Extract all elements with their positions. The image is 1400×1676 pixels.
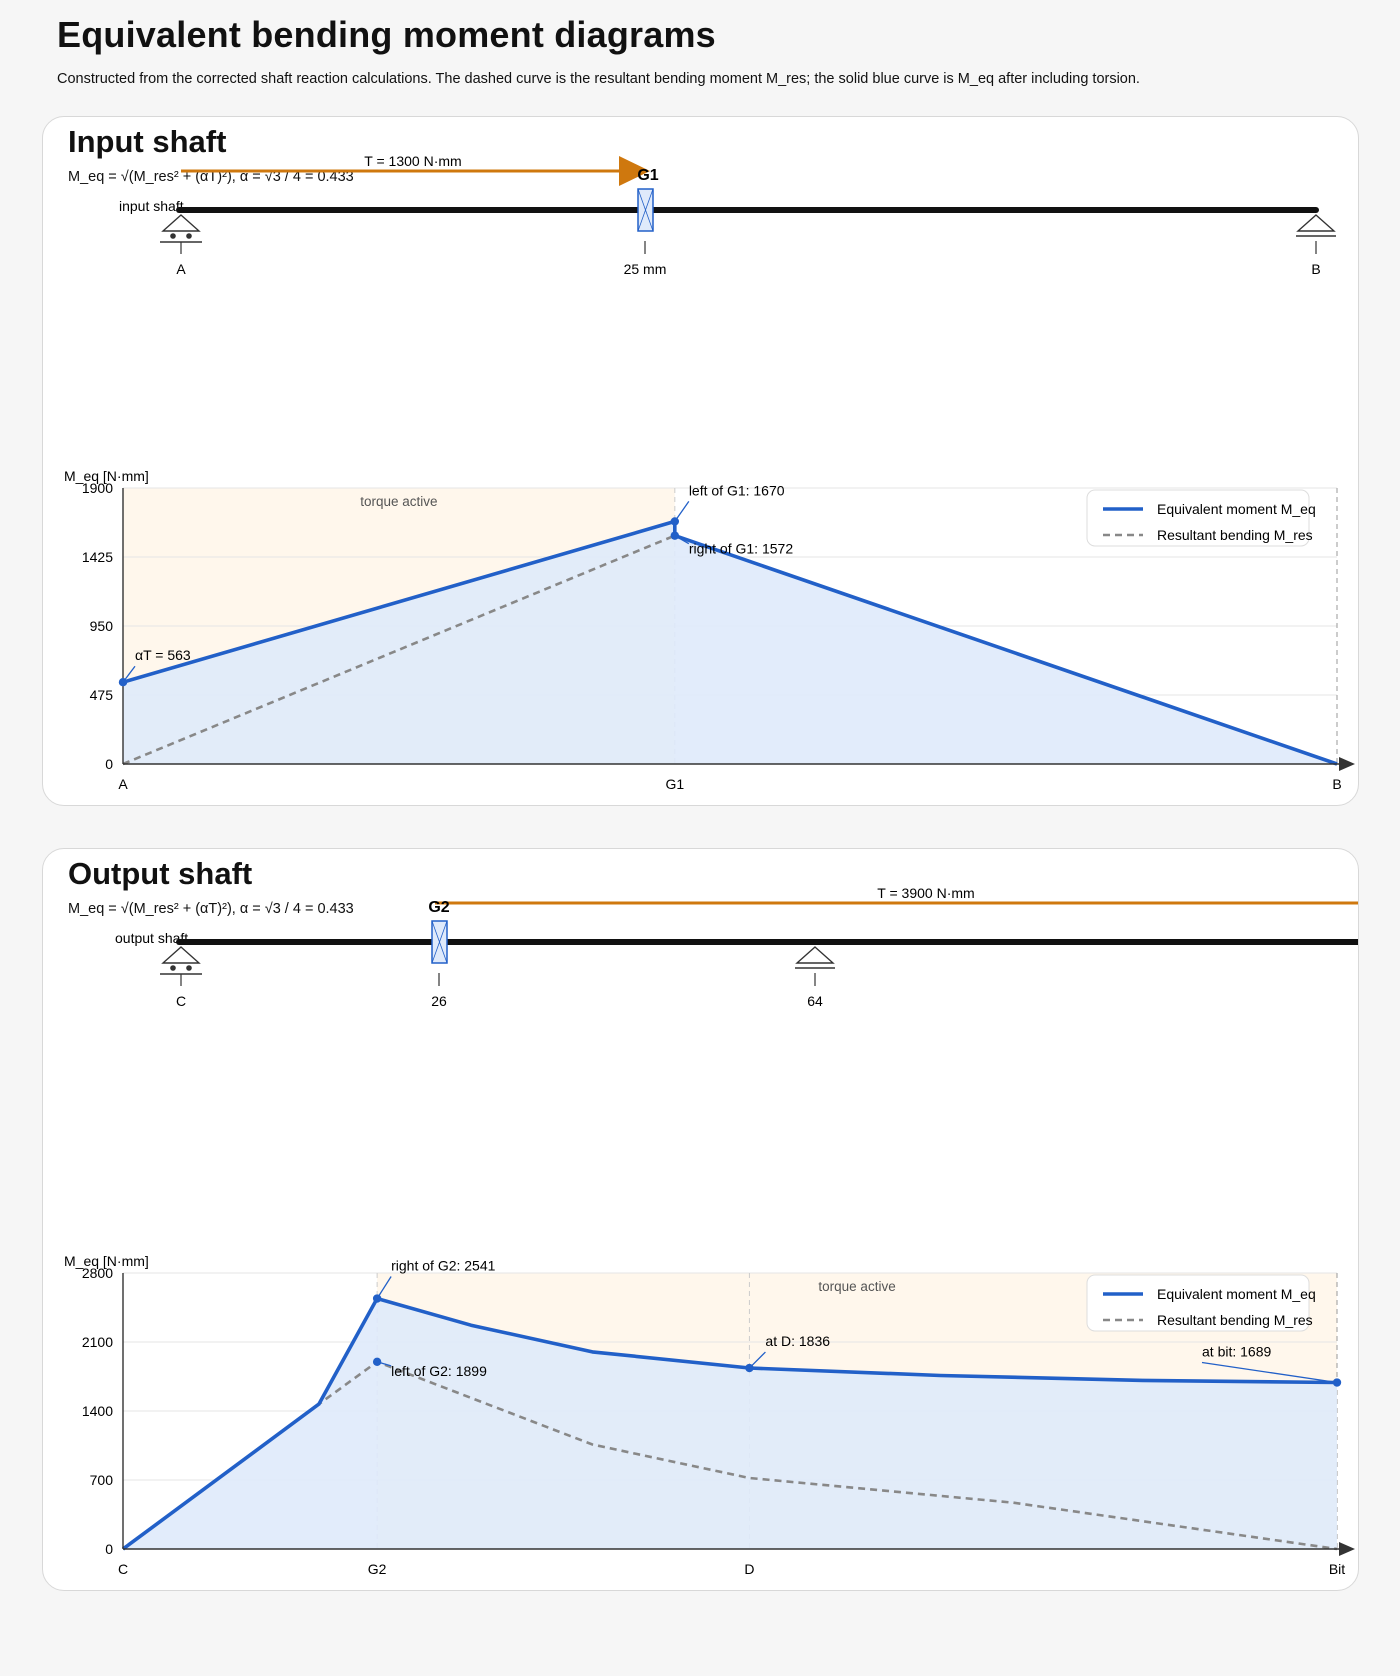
eq-area-fill [123, 1298, 1337, 1549]
y-tick-label: 1400 [82, 1403, 113, 1419]
x-tick-label: G1 [665, 776, 684, 792]
x-tick-label: C [118, 1561, 128, 1577]
dim-label: 25 mm [624, 261, 667, 277]
annotation-label: αT = 563 [135, 647, 191, 663]
x-tick-label: A [118, 776, 128, 792]
torque-arrow-head [619, 156, 650, 186]
y-axis-label: M_eq [N·mm] [64, 1253, 149, 1269]
series-line-eq [122, 519, 1338, 766]
support-pin-c [160, 946, 202, 986]
y-tick-label: 0 [105, 756, 113, 772]
shaft-schematic: T = 3900 N·mm G2 output shaft C 26 [115, 885, 1358, 1009]
support-label-a: A [176, 261, 186, 277]
y-axis-label: M_eq [N·mm] [64, 468, 149, 484]
annotation-leader [122, 665, 136, 683]
legend-label-eq: Equivalent moment M_eq [1157, 501, 1316, 517]
y-tick-label: 475 [90, 687, 114, 703]
y-tick-label: 1425 [82, 549, 113, 565]
y-tick-label: 1900 [82, 480, 113, 496]
data-point-marker [372, 1294, 382, 1303]
support-roller-b [1296, 214, 1336, 254]
annotation-label: right of G1: 1572 [689, 541, 794, 557]
y-tick-label: 950 [90, 618, 114, 634]
y-tick-label: 2100 [82, 1334, 113, 1350]
legend-box [1086, 1274, 1310, 1332]
x-tick-label: B [1332, 776, 1341, 792]
support-pin-a [160, 214, 202, 254]
torque-active-label: torque active [360, 494, 437, 509]
formula: M_eq = √(M_res² + (αT)²), α = √3 / 4 = 0… [68, 901, 354, 917]
x-tick-label: D [744, 1561, 754, 1577]
dim-label: 64 [807, 993, 823, 1009]
series-line-eq [121, 1296, 1338, 1551]
legend-box [1086, 489, 1310, 547]
page-subtitle: Constructed from the corrected shaft rea… [57, 71, 1140, 87]
panel-title: Input shaft [68, 124, 227, 159]
y-tick-label: 700 [90, 1472, 114, 1488]
torque-label: T = 1300 N·mm [364, 153, 461, 169]
x-tick-label: G2 [368, 1561, 387, 1577]
y-tick-label: 2800 [82, 1265, 113, 1281]
data-point-marker [1332, 1378, 1342, 1387]
x-tick-label: Bit [1329, 1561, 1345, 1577]
annotation-leader [376, 1361, 392, 1367]
legend-label-res: Resultant bending M_res [1157, 1312, 1313, 1328]
torque-label: T = 3900 N·mm [877, 885, 974, 901]
annotation-leader [674, 535, 690, 545]
y-tick-label: 0 [105, 1541, 113, 1557]
output-shaft-figure: T = 3900 N·mm G2 output shaft C 26 [64, 885, 1358, 1577]
input-shaft-panel: Input shaft M_eq = √(M_res² + (αT)²), α … [42, 116, 1359, 806]
x-axis-arrow [1339, 1542, 1355, 1556]
support-label-b: B [1311, 261, 1320, 277]
annotation-label: at D: 1836 [765, 1333, 830, 1349]
formula: M_eq = √(M_res² + (αT)²), α = √3 / 4 = 0… [68, 169, 354, 185]
legend-label-res: Resultant bending M_res [1157, 527, 1313, 543]
annotation-label: left of G1: 1670 [689, 482, 785, 498]
x-axis-arrow [1339, 757, 1355, 771]
gear-label: G1 [637, 167, 658, 184]
annotation-leader [1201, 1361, 1338, 1384]
input-shaft-figure: T = 1300 N·mm G1 input shaft A B 25 [64, 153, 1355, 792]
annotation-leader [674, 501, 690, 522]
legend-label-eq: Equivalent moment M_eq [1157, 1286, 1316, 1302]
support-label-c: C [176, 993, 186, 1009]
panel-title: Output shaft [68, 856, 253, 891]
shaft-name: input shaft [119, 198, 184, 214]
shaft-schematic: T = 1300 N·mm G1 input shaft A B 25 [119, 153, 1336, 277]
annotation-label: right of G2: 2541 [391, 1258, 496, 1274]
annotation-label: at bit: 1689 [1202, 1344, 1271, 1360]
gear-label: G2 [428, 899, 449, 916]
annotation-leader [748, 1351, 766, 1369]
annotation-leader [376, 1276, 392, 1299]
output-shaft-panel: Output shaft M_eq = √(M_res² + (αT)²), α… [42, 848, 1359, 1591]
annotation-label: left of G2: 1899 [391, 1363, 487, 1379]
dim-label: 26 [431, 993, 447, 1009]
page-title: Equivalent bending moment diagrams [57, 14, 716, 55]
eq-area-fill [123, 521, 1337, 764]
support-roller-d [795, 946, 835, 986]
shaft-name: output shaft [115, 930, 188, 946]
torque-active-label: torque active [818, 1279, 895, 1294]
